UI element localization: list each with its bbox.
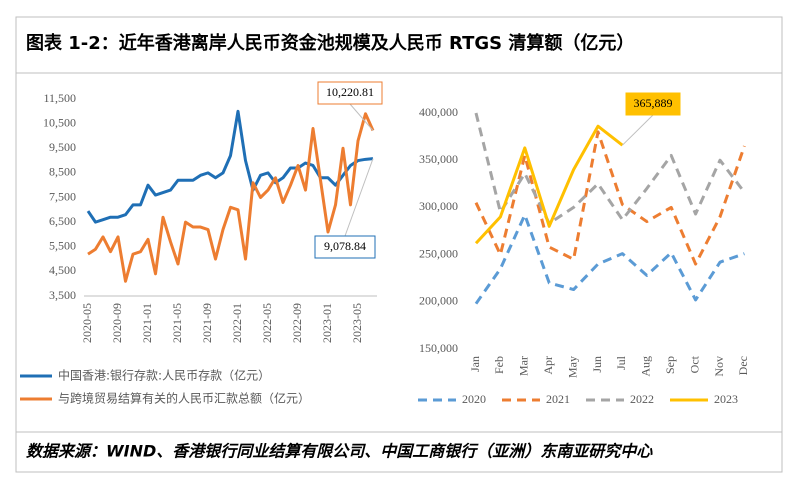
x-tick-label: Aug [639,356,653,377]
x-tick-label: Sep [663,356,677,374]
x-tick-label: Feb [492,356,506,374]
y-tick-label: 250,000 [419,246,458,260]
x-tick-label: 2023-01 [320,303,334,343]
y-tick-label: 350,000 [419,152,458,166]
y-tick-label: 150,000 [419,341,458,355]
title: 图表 1-2：近年香港离岸人民币资金池规模及人民币 RTGS 清算额（亿元） [26,32,634,54]
annotation-leader [622,114,654,146]
x-tick-label: 2022-09 [290,303,304,343]
y-tick-label: 300,000 [419,199,458,213]
y-tick-label: 10,500 [43,115,76,129]
y-tick-label: 4,500 [49,263,76,277]
x-tick-label: 2023-05 [350,303,364,343]
legend-label: 2021 [546,392,570,406]
y-tick-label: 8,500 [49,165,76,179]
y-tick-label: 400,000 [419,105,458,119]
value-label: 9,078.84 [324,239,366,253]
x-tick-label: 2020-05 [80,303,94,343]
x-tick-label: Jan [468,356,482,372]
x-tick-label: Jul [614,355,628,370]
x-tick-label: Dec [736,356,750,375]
y-tick-label: 9,500 [49,140,76,154]
y-tick-label: 11,500 [43,91,76,105]
series-line [474,130,746,266]
x-tick-label: 2021-01 [140,303,154,343]
x-tick-label: Mar [517,356,531,376]
frame [15,16,783,473]
x-tick-label: 2022-05 [260,303,274,343]
annotation-box [317,81,383,105]
y-tick-label: 200,000 [419,294,458,308]
series-line [86,109,374,224]
y-tick-label: 5,500 [49,239,76,253]
legend-label: 中国香港:银行存款:人民币存款（亿元） [58,368,270,383]
x-tick-label: 2021-09 [200,303,214,343]
y-tick-label: 7,500 [49,189,76,203]
y-tick-label: 3,500 [49,288,76,302]
x-tick-label: May [565,356,579,378]
legend-label: 2023 [714,392,738,406]
value-label: 365,889 [634,96,673,110]
value-label: 10,220.81 [326,85,374,99]
legend-label: 2022 [630,392,654,406]
x-tick-label: Jun [590,356,604,373]
series-line [474,112,746,225]
legend-label: 2020 [462,392,486,406]
series-line [474,124,624,245]
x-tick-label: 2022-01 [230,303,244,343]
x-tick-label: Apr [541,356,555,375]
y-tick-label: 6,500 [49,214,76,228]
source: 数据来源：WIND、香港银行同业结算有限公司、中国工商银行（亚洲）东南亚研究中心 [26,442,653,461]
annotation-box [625,92,681,116]
x-tick-label: Nov [712,356,726,377]
annotation-leader [349,103,374,131]
series-line [87,112,375,283]
legend-label: 与跨境贸易结算有关的人民币汇款总额（亿元） [58,391,310,406]
x-tick-label: 2021-05 [170,303,184,343]
annotation-leader [344,158,374,237]
series-line [474,213,745,305]
x-tick-label: Oct [687,355,701,373]
x-tick-label: 2020-09 [110,303,124,343]
annotation-box [314,235,376,259]
